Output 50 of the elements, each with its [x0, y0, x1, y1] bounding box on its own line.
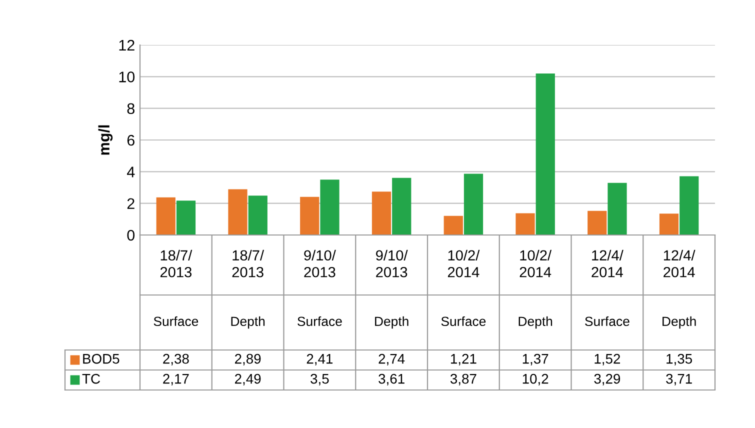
legend-label: TC: [82, 374, 100, 384]
bar: [659, 214, 679, 235]
category-label: 10/2/2014 Surface: [441, 250, 486, 326]
data-label: 2,41: [306, 354, 333, 366]
category-label: 12/4/2014 Surface: [585, 250, 630, 326]
data-label: 2,17: [163, 374, 189, 386]
category-label: 10/2/2014 Depth: [518, 250, 552, 329]
data-label: 1,35: [666, 354, 692, 366]
data-label: 3,87: [450, 374, 476, 386]
bar: [228, 189, 248, 235]
bar: [680, 176, 699, 235]
bar: [372, 192, 392, 235]
data-label: 3,5: [310, 374, 329, 386]
y-tick-label: 4: [126, 166, 135, 178]
data-label: 1,52: [594, 354, 620, 366]
y-axis-title: mg/l: [98, 125, 113, 155]
y-tick-label: 2: [127, 198, 134, 209]
data-label: 3,71: [666, 374, 692, 386]
y-tick-label: 0: [127, 230, 135, 241]
category-label: 9/10/2013 Surface: [298, 250, 342, 326]
bar: [608, 182, 627, 235]
bar: [536, 74, 555, 235]
bar: [320, 180, 340, 235]
y-tick-label: 12: [119, 40, 134, 51]
data-label: 3,29: [594, 374, 620, 386]
bar: [588, 210, 607, 235]
bar: [156, 197, 176, 235]
bar: [516, 213, 535, 235]
category-label: 12/4/2014 Depth: [662, 250, 696, 329]
data-label: 2,74: [378, 354, 405, 366]
category-label: 18/7/2013 Surface: [154, 250, 198, 326]
data-label: 2,89: [234, 354, 261, 366]
bar: [392, 178, 412, 235]
category-label: 9/10/2013 Depth: [375, 250, 408, 329]
y-tick-label: 8: [127, 103, 134, 114]
category-label: 18/7/2013 Depth: [231, 250, 265, 329]
bar: [444, 216, 463, 235]
data-label: 1,37: [522, 354, 548, 366]
y-tick-label: 10: [119, 72, 135, 82]
data-label: 10,2: [522, 374, 548, 386]
bar: [464, 174, 484, 235]
data-label: 2,49: [234, 374, 261, 386]
legend-label: BOD5: [83, 354, 120, 364]
data-label: 3,61: [378, 374, 404, 386]
bar: [248, 196, 268, 235]
data-label: 2,38: [163, 354, 189, 366]
bar: [176, 200, 196, 235]
y-tick-label: 6: [127, 134, 134, 146]
bar: [300, 196, 320, 235]
data-label: 1,21: [450, 354, 476, 366]
